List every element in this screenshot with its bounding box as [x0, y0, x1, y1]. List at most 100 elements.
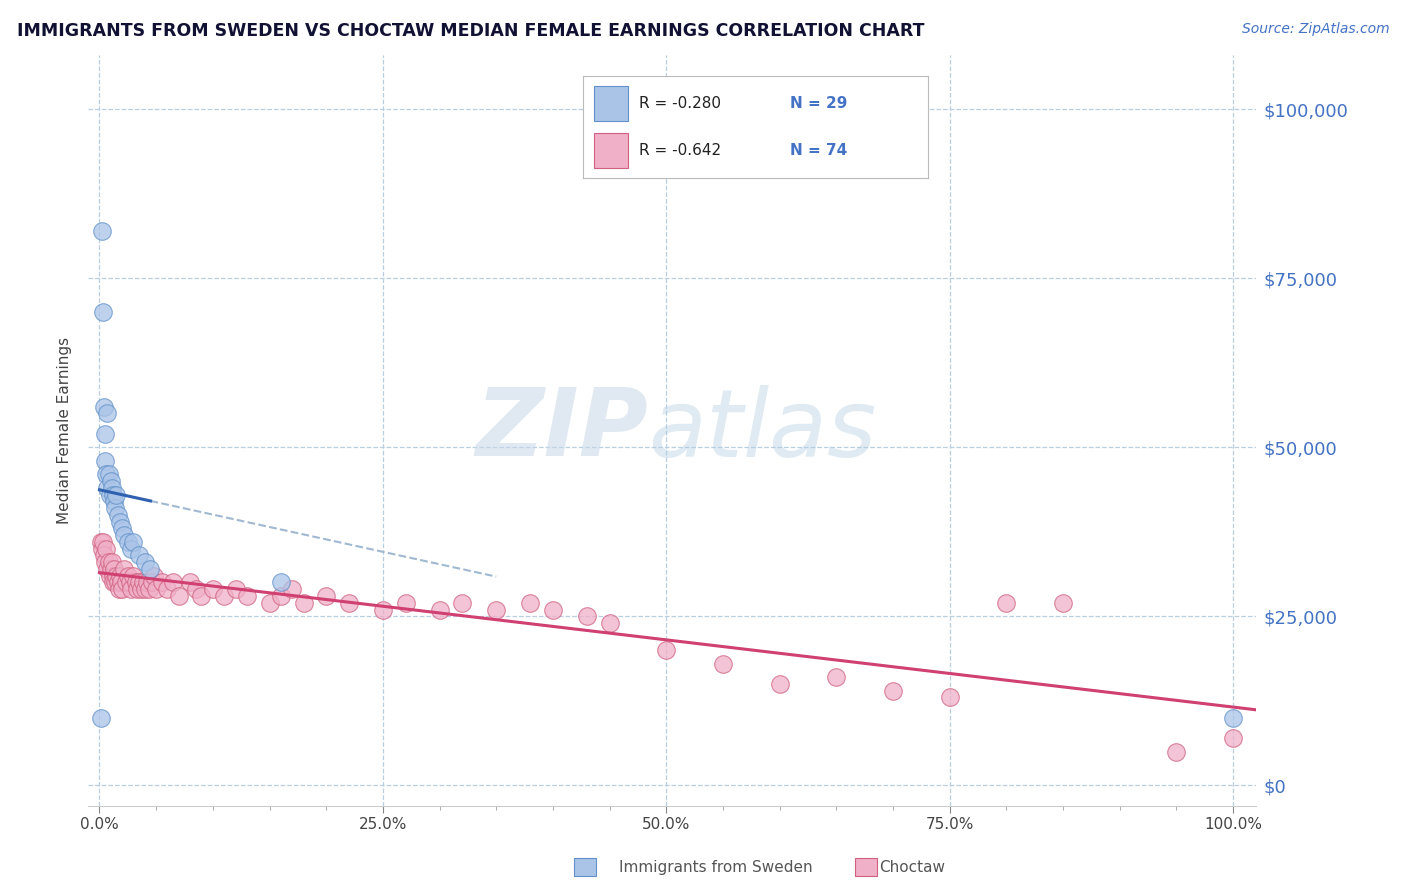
Point [131, 582, 153, 597]
Point [128, 549, 150, 563]
Point [108, 515, 131, 529]
Point [101, 568, 124, 582]
Text: IMMIGRANTS FROM SWEDEN VS CHOCTAW MEDIAN FEMALE EARNINGS CORRELATION CHART: IMMIGRANTS FROM SWEDEN VS CHOCTAW MEDIAN… [17, 22, 924, 40]
Point [96, 481, 118, 495]
Point [128, 575, 150, 590]
Point [90, 535, 112, 549]
Point [97, 467, 120, 482]
Point [94, 426, 117, 441]
Point [110, 575, 132, 590]
Point [184, 582, 207, 597]
Point [105, 568, 128, 582]
Point [711, 657, 734, 671]
Text: N = 74: N = 74 [790, 144, 848, 158]
Point [111, 582, 134, 597]
Point [103, 562, 125, 576]
Point [125, 582, 148, 597]
Text: Choctaw: Choctaw [879, 860, 945, 874]
Point [281, 582, 304, 597]
Point [825, 670, 848, 684]
Point [190, 589, 212, 603]
Text: R = -0.280: R = -0.280 [638, 96, 721, 111]
Point [111, 521, 134, 535]
Point [1222, 731, 1244, 745]
Point [91, 535, 114, 549]
Point [104, 575, 127, 590]
Point [103, 494, 125, 508]
Point [1222, 711, 1244, 725]
Point [519, 596, 541, 610]
Point [134, 555, 156, 569]
Text: Source: ZipAtlas.com: Source: ZipAtlas.com [1241, 22, 1389, 37]
Text: N = 29: N = 29 [790, 96, 848, 111]
Point [93, 400, 115, 414]
Point [236, 589, 259, 603]
Point [315, 589, 337, 603]
Point [120, 582, 142, 597]
Point [120, 541, 142, 556]
Point [94, 555, 117, 569]
Point [142, 568, 165, 582]
Text: Immigrants from Sweden: Immigrants from Sweden [619, 860, 813, 874]
Text: R = -0.642: R = -0.642 [638, 144, 721, 158]
Point [108, 568, 131, 582]
Point [141, 575, 163, 590]
Point [1052, 596, 1074, 610]
Point [575, 609, 598, 624]
Point [995, 596, 1018, 610]
Point [429, 602, 451, 616]
Point [107, 508, 129, 522]
FancyBboxPatch shape [593, 133, 628, 168]
Point [97, 555, 120, 569]
Point [98, 487, 121, 501]
Point [938, 690, 960, 705]
Point [117, 535, 139, 549]
Point [94, 454, 117, 468]
Point [337, 596, 360, 610]
Point [134, 582, 156, 597]
Point [91, 305, 114, 319]
Point [162, 575, 184, 590]
FancyBboxPatch shape [593, 87, 628, 121]
Point [117, 568, 139, 582]
Point [541, 602, 564, 616]
Point [100, 562, 122, 576]
Point [101, 487, 124, 501]
Point [145, 582, 167, 597]
Point [136, 575, 159, 590]
Text: ZIP: ZIP [475, 384, 648, 476]
Point [138, 582, 160, 597]
Point [122, 568, 145, 582]
Point [100, 474, 122, 488]
Point [270, 589, 292, 603]
Text: atlas: atlas [648, 384, 877, 475]
Point [107, 582, 129, 597]
Point [371, 602, 394, 616]
Point [485, 602, 508, 616]
Point [98, 568, 121, 582]
Point [131, 575, 153, 590]
Point [1166, 744, 1188, 758]
Point [120, 575, 142, 590]
Point [114, 575, 136, 590]
Point [655, 643, 678, 657]
Point [96, 407, 118, 421]
Point [96, 467, 118, 482]
Point [93, 549, 115, 563]
Point [882, 683, 904, 698]
Point [259, 596, 281, 610]
Point [768, 677, 790, 691]
Point [150, 575, 173, 590]
Point [105, 487, 128, 501]
Point [224, 582, 246, 597]
Point [156, 582, 179, 597]
Point [101, 555, 124, 569]
Point [90, 224, 112, 238]
Point [394, 596, 416, 610]
Point [451, 596, 474, 610]
Point [270, 575, 292, 590]
Point [112, 528, 135, 542]
Point [599, 615, 621, 630]
Point [167, 589, 190, 603]
Point [107, 575, 129, 590]
